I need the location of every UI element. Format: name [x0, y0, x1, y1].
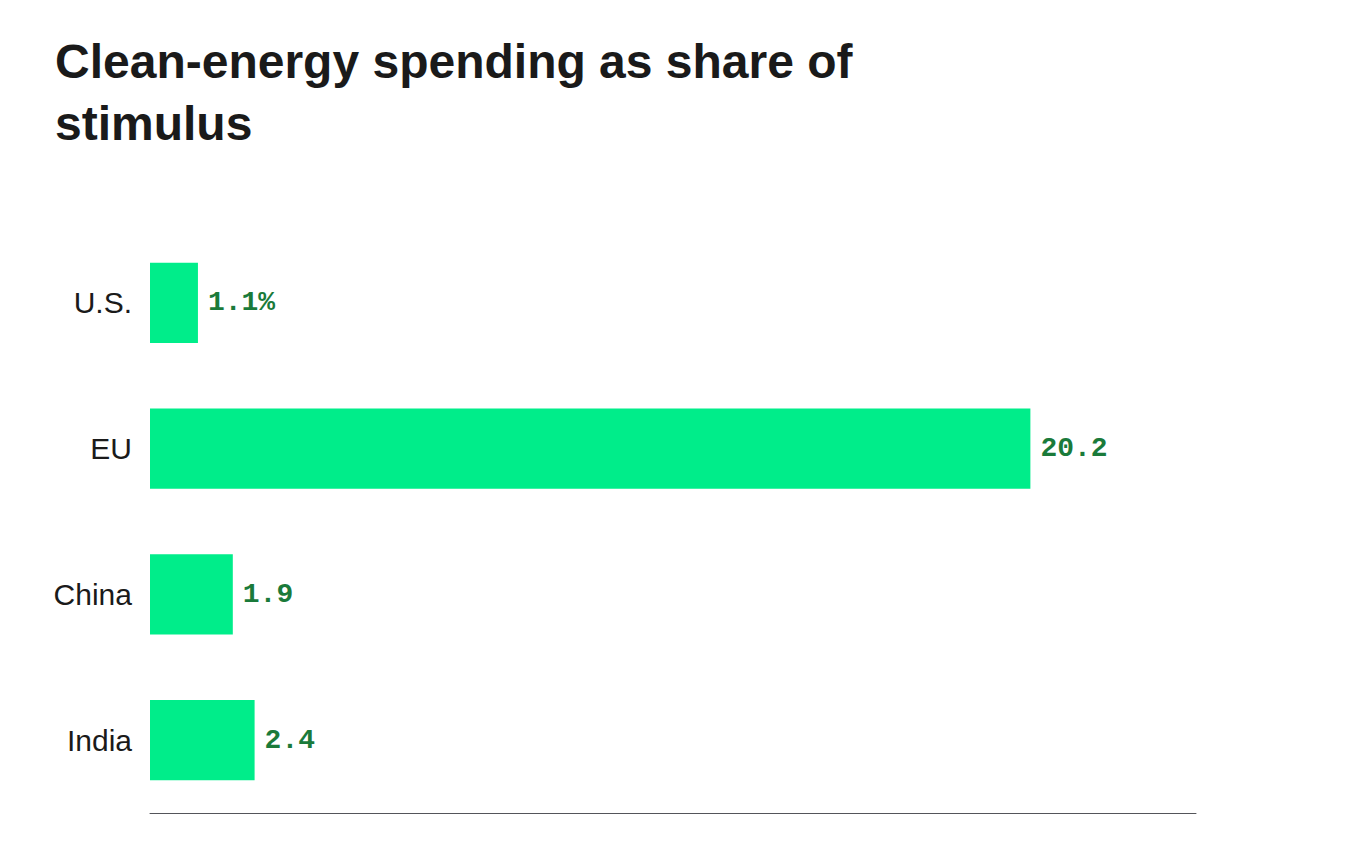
svg-text:stimulus: stimulus: [55, 97, 252, 150]
svg-text:EU: EU: [90, 432, 132, 465]
svg-text:1.9: 1.9: [243, 579, 293, 610]
svg-text:India: India: [67, 724, 132, 757]
svg-text:2.4: 2.4: [265, 725, 315, 756]
svg-text:20.2: 20.2: [1040, 433, 1107, 464]
svg-text:1.1%: 1.1%: [208, 287, 275, 318]
svg-text:Clean-energy spending as share: Clean-energy spending as share of: [55, 35, 854, 88]
svg-text:China: China: [54, 578, 133, 611]
svg-text:U.S.: U.S.: [74, 286, 132, 319]
